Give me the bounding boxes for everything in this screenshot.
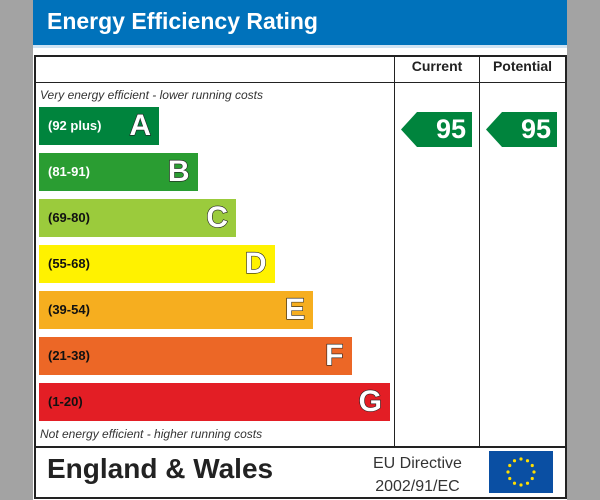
rating-letter: D [244, 246, 267, 280]
header: Energy Efficiency Rating [33, 0, 567, 45]
current-column-divider [394, 55, 395, 447]
directive-line1: EU Directive [373, 455, 462, 472]
rating-letter: B [167, 154, 190, 188]
page-title: Energy Efficiency Rating [47, 8, 318, 34]
directive-line2: 2002/91/EC [375, 478, 460, 495]
star-icon [512, 459, 517, 463]
rating-letter: E [284, 292, 305, 326]
table-border-top [34, 55, 567, 57]
star-icon [525, 481, 530, 485]
rating-letter: C [206, 200, 229, 234]
rating-letter: A [129, 108, 152, 142]
star-icon [519, 483, 523, 487]
star-icon [508, 476, 512, 481]
rating-bar-d: (55-68) D [39, 245, 275, 283]
header-divider [33, 45, 567, 48]
rating-bar-e: (39-54) E [39, 291, 313, 329]
footer-divider [34, 446, 567, 448]
star-icon [530, 476, 534, 481]
rating-range: (92 plus) [48, 118, 102, 133]
star-icon [525, 459, 530, 463]
star-icon [506, 470, 510, 474]
rating-bar-a: (92 plus) A [39, 107, 159, 145]
arrow-shape [401, 112, 472, 147]
bottom-note: Not energy efficient - higher running co… [40, 427, 263, 441]
eu-directive: EU Directive 2002/91/EC [373, 452, 462, 498]
top-note: Very energy efficient - lower running co… [40, 88, 263, 102]
epc-panel: Energy Efficiency Rating Current Potenti… [33, 0, 567, 500]
rating-range: (1-20) [48, 394, 83, 409]
rating-letter: G [358, 384, 383, 418]
rating-range: (39-54) [48, 302, 90, 317]
rating-range: (21-38) [48, 348, 90, 363]
rating-range: (69-80) [48, 210, 90, 225]
table-border-right [565, 55, 567, 499]
star-icon [530, 463, 534, 468]
column-header-potential: Potential [492, 58, 553, 74]
rating-bar-f: (21-38) F [39, 337, 352, 375]
rating-range: (55-68) [48, 256, 90, 271]
potential-rating-value: 95 [520, 114, 551, 144]
header-row-divider [34, 82, 567, 83]
eu-flag-icon [489, 451, 553, 493]
current-rating-arrow: 95 [401, 112, 472, 147]
rating-bar-c: (69-80) C [39, 199, 236, 237]
current-rating-value: 95 [435, 114, 466, 144]
star-icon [532, 470, 536, 474]
rating-letter: F [325, 338, 345, 372]
potential-rating-arrow: 95 [486, 112, 557, 147]
potential-column-divider [479, 55, 480, 447]
star-icon [519, 457, 523, 461]
region-label: England & Wales [47, 453, 274, 484]
table-border-left [34, 55, 36, 499]
rating-range: (81-91) [48, 164, 90, 179]
star-icon [512, 481, 517, 485]
arrow-shape [486, 112, 557, 147]
rating-bar-g: (1-20) G [39, 383, 390, 421]
star-icon [508, 463, 512, 468]
rating-bar-b: (81-91) B [39, 153, 198, 191]
table-border-bottom [34, 497, 567, 499]
column-header-current: Current [411, 58, 463, 74]
